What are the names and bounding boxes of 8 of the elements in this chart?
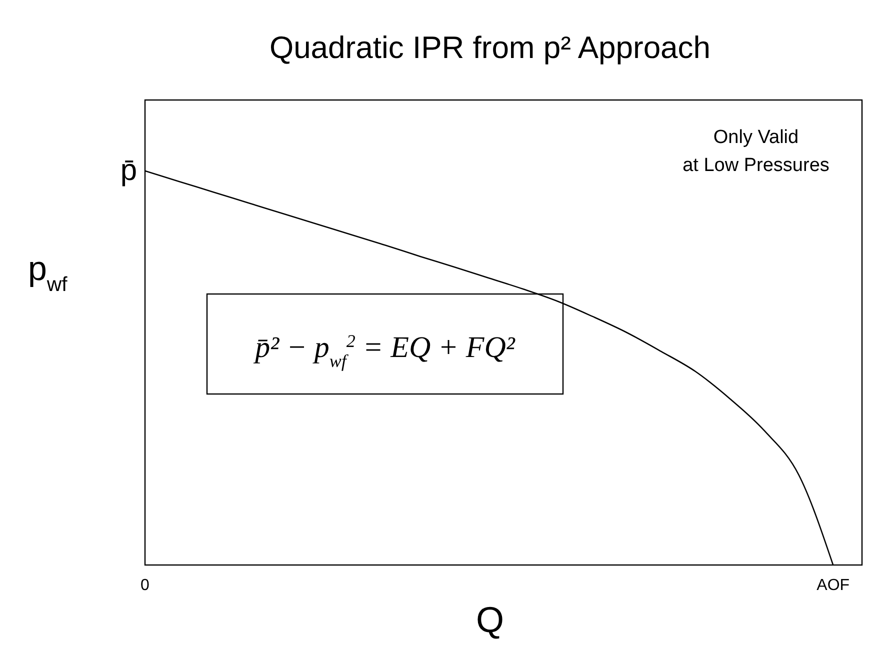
y-axis-title: p$_{wf}$ (28, 250, 68, 296)
x-tick-label: AOF (816, 577, 850, 594)
x-axis-title: Q (476, 599, 504, 640)
x-tick-label: 0 (140, 577, 150, 594)
annotation: Only Valid at Low Pressures (682, 127, 830, 176)
chart-title: Quadratic IPR from p² Approach (269, 30, 711, 65)
annotation: p̄ (120, 154, 137, 187)
annotation: p̄² − p$_{wf}$$^{2}$ = EQ + FQ² (253, 331, 516, 371)
